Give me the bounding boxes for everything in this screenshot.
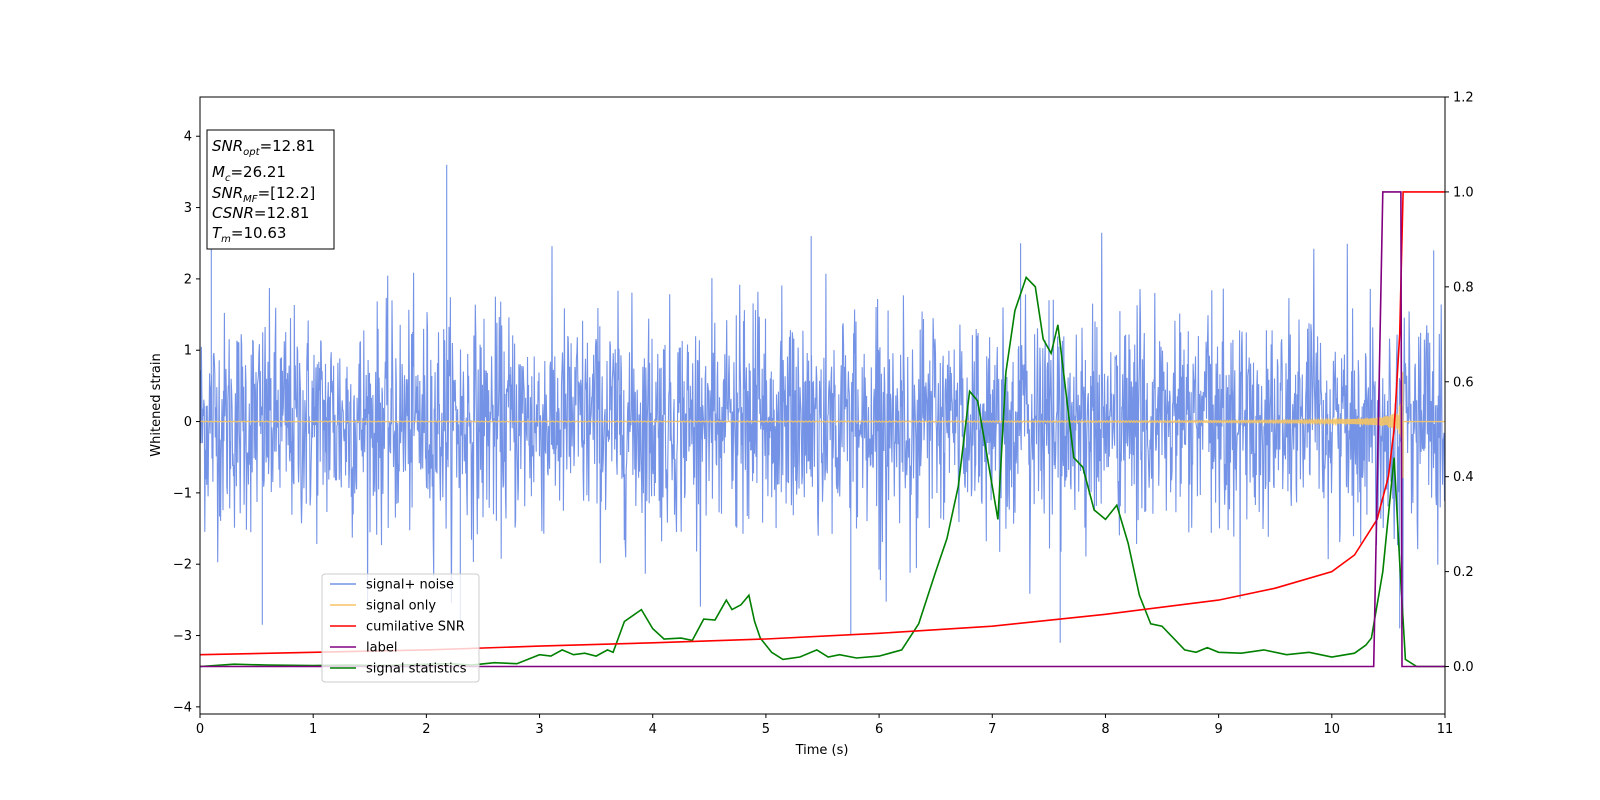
info-snr-mf: SNRMF=[12.2] <box>212 184 315 205</box>
info-snr-opt-value: 12.81 <box>272 137 315 155</box>
y-right-tick-label: 0.0 <box>1453 660 1474 675</box>
x-tick-label: 4 <box>649 722 657 737</box>
y-right-tick-label: 1.0 <box>1453 185 1474 200</box>
y-tick-label: 0 <box>184 415 192 430</box>
x-tick-label: 9 <box>1214 722 1222 737</box>
info-snr-mf-value: [12.2] <box>270 184 315 202</box>
series-signal-noise <box>200 164 1445 643</box>
info-tm: Tm=10.63 <box>212 224 286 245</box>
y-right-tick-label: 1.2 <box>1453 91 1474 106</box>
y-tick-label: −4 <box>173 700 192 715</box>
series-layer <box>200 164 1445 668</box>
legend: signal+ noise signal only cumilative SNR la… <box>321 573 480 683</box>
x-tick-label: 5 <box>762 722 770 737</box>
x-axis-title: Time (s) <box>795 743 849 758</box>
y-tick-label: −3 <box>173 629 192 644</box>
x-tick-label: 11 <box>1437 722 1454 737</box>
y-right-tick-label: 0.6 <box>1453 375 1474 390</box>
x-tick-label: 6 <box>875 722 883 737</box>
info-box: SNRopt=12.81 Mc=26.21 SNRMF=[12.2] CSNR=… <box>206 129 335 250</box>
legend-label: cumilative SNR <box>366 620 465 635</box>
x-tick-label: 0 <box>196 722 204 737</box>
y-right-tick-label: 0.4 <box>1453 470 1474 485</box>
info-mc-value: 26.21 <box>243 163 286 181</box>
legend-label: signal statistics <box>366 662 467 677</box>
x-tick-label: 3 <box>535 722 543 737</box>
x-tick-label: 2 <box>422 722 430 737</box>
y-tick-label: 3 <box>184 201 192 216</box>
y-tick-label: −1 <box>173 486 192 501</box>
y-tick-label: 2 <box>184 272 192 287</box>
x-tick-label: 8 <box>1101 722 1109 737</box>
x-tick-label: 10 <box>1324 722 1341 737</box>
series-signal-statistics <box>200 275 1445 668</box>
y-right-tick-label: 0.2 <box>1453 565 1474 580</box>
legend-label: label <box>366 641 397 656</box>
series-cumulative-snr <box>200 191 1445 656</box>
info-box-frame <box>206 129 335 250</box>
legend-label: signal only <box>366 599 436 614</box>
series-label <box>200 191 1445 668</box>
x-tick-label: 1 <box>309 722 317 737</box>
info-snr-opt: SNRopt=12.81 <box>212 137 315 158</box>
info-tm-value: 10.63 <box>244 224 287 242</box>
x-tick-label: 7 <box>988 722 996 737</box>
series-signal-only <box>200 371 1445 479</box>
info-csnr: CSNR=12.81 <box>212 204 309 222</box>
info-mc: Mc=26.21 <box>212 163 286 184</box>
legend-label: signal+ noise <box>366 578 454 593</box>
plot-frame <box>199 96 1446 715</box>
legend-frame <box>321 573 480 683</box>
y-tick-label: 1 <box>184 344 192 359</box>
axes-layer: 0 1 2 3 4 5 6 7 8 9 10 11 −4 −3 −2 −1 0 1 2 3 4 0.0 0.2 0.4 0.6 0… <box>173 91 1474 738</box>
y-tick-label: −2 <box>173 558 192 573</box>
info-csnr-value: 12.81 <box>267 204 310 222</box>
y-tick-label: 4 <box>184 130 192 145</box>
y-axis-title: Whitened strain <box>149 353 164 456</box>
y-right-tick-label: 0.8 <box>1453 280 1474 295</box>
